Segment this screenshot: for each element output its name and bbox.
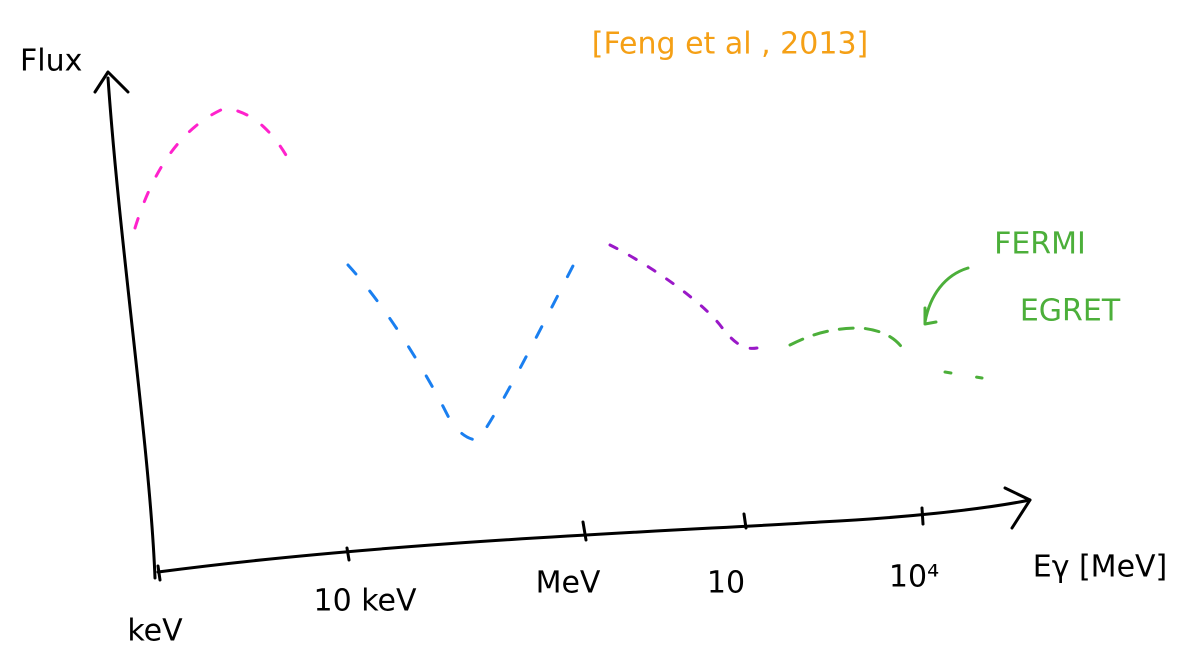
page: Flux Eγ [MeV] keV 10 keV MeV 10 10⁴ [Fen…: [0, 0, 1196, 657]
tick-mark: [922, 508, 923, 524]
citation: [Feng et al , 2013]: [592, 27, 869, 62]
tick-mark: [347, 548, 349, 560]
purple-curve: [610, 245, 757, 348]
magenta-curve: [135, 108, 290, 228]
annotation: FERMI: [994, 227, 1086, 262]
y-axis: [108, 78, 155, 578]
tick-mark: [158, 566, 160, 580]
green-curve: [790, 328, 905, 352]
tick-mark: [583, 522, 586, 540]
y-axis-label: Flux: [20, 44, 82, 79]
green-curve-tail: [945, 372, 982, 378]
x-tick-label: keV: [127, 614, 183, 649]
annotation-arrow: [925, 268, 968, 324]
x-tick-label: 10⁴: [889, 560, 939, 595]
y-axis-arrow: [95, 72, 128, 92]
x-axis-label: Eγ [MeV]: [1033, 550, 1168, 585]
x-tick-label: MeV: [536, 566, 601, 601]
annotation: EGRET: [1020, 294, 1121, 329]
tick-mark: [744, 514, 746, 528]
sketch: Flux Eγ [MeV] keV 10 keV MeV 10 10⁴ [Fen…: [0, 0, 1196, 657]
blue-curve: [348, 262, 575, 440]
x-tick-label: 10: [707, 566, 745, 601]
x-axis-arrow: [1005, 488, 1030, 528]
x-tick-label: 10 keV: [314, 584, 417, 619]
